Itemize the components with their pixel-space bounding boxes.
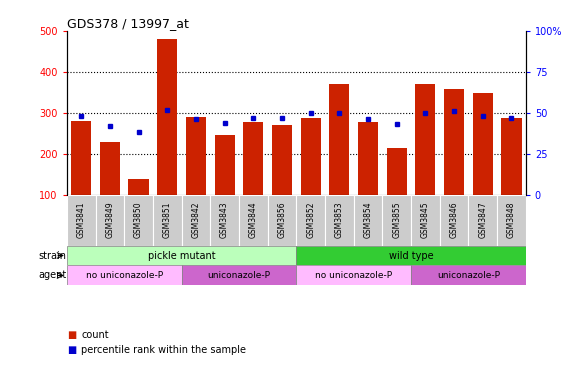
Bar [296, 265, 411, 285]
Bar [415, 84, 435, 195]
Bar [497, 195, 526, 246]
Bar [239, 195, 268, 246]
Text: GSM3856: GSM3856 [278, 202, 286, 238]
Text: GSM3850: GSM3850 [134, 202, 143, 238]
Bar [296, 246, 526, 265]
Bar [296, 195, 325, 246]
Bar [501, 118, 522, 195]
Bar [325, 195, 354, 246]
Bar [411, 195, 440, 246]
Bar [214, 135, 235, 195]
Text: wild type: wild type [389, 250, 433, 261]
Text: count: count [81, 330, 109, 340]
Bar [411, 265, 526, 285]
Bar [387, 147, 407, 195]
Text: GSM3852: GSM3852 [306, 202, 315, 238]
Bar [444, 89, 464, 195]
Bar [272, 125, 292, 195]
Bar [468, 195, 497, 246]
Bar [210, 195, 239, 246]
Bar [354, 195, 382, 246]
Bar [382, 195, 411, 246]
Text: GSM3854: GSM3854 [364, 202, 372, 238]
Text: GSM3851: GSM3851 [163, 202, 172, 238]
Text: GSM3849: GSM3849 [105, 202, 114, 238]
Text: GSM3846: GSM3846 [450, 202, 458, 238]
Text: GSM3845: GSM3845 [421, 202, 430, 238]
Bar [124, 195, 153, 246]
Text: ■: ■ [67, 330, 76, 340]
Bar [181, 265, 296, 285]
Text: strain: strain [39, 250, 67, 261]
Bar [181, 195, 210, 246]
Text: pickle mutant: pickle mutant [148, 250, 216, 261]
Text: no uniconazole-P: no uniconazole-P [85, 271, 163, 280]
Text: uniconazole-P: uniconazole-P [437, 271, 500, 280]
Bar [157, 39, 177, 195]
Text: GSM3844: GSM3844 [249, 202, 258, 238]
Bar [67, 195, 95, 246]
Bar [268, 195, 296, 246]
Text: GSM3853: GSM3853 [335, 202, 344, 238]
Text: percentile rank within the sample: percentile rank within the sample [81, 344, 246, 355]
Bar [100, 142, 120, 195]
Text: ■: ■ [67, 344, 76, 355]
Bar [440, 195, 468, 246]
Text: GSM3848: GSM3848 [507, 202, 516, 238]
Text: agent: agent [38, 270, 67, 280]
Text: GSM3841: GSM3841 [77, 202, 85, 238]
Bar [153, 195, 182, 246]
Text: GSM3847: GSM3847 [478, 202, 487, 238]
Text: uniconazole-P: uniconazole-P [207, 271, 270, 280]
Bar [67, 265, 181, 285]
Bar [128, 179, 149, 195]
Bar [358, 122, 378, 195]
Bar [67, 246, 296, 265]
Text: GSM3843: GSM3843 [220, 202, 229, 238]
Bar [71, 121, 91, 195]
Bar [243, 122, 263, 195]
Bar [300, 118, 321, 195]
Text: GDS378 / 13997_at: GDS378 / 13997_at [67, 17, 189, 30]
Bar [95, 195, 124, 246]
Bar [473, 93, 493, 195]
Text: GSM3842: GSM3842 [191, 202, 200, 238]
Text: GSM3855: GSM3855 [392, 202, 401, 238]
Bar [186, 117, 206, 195]
Bar [329, 84, 349, 195]
Text: no uniconazole-P: no uniconazole-P [315, 271, 392, 280]
